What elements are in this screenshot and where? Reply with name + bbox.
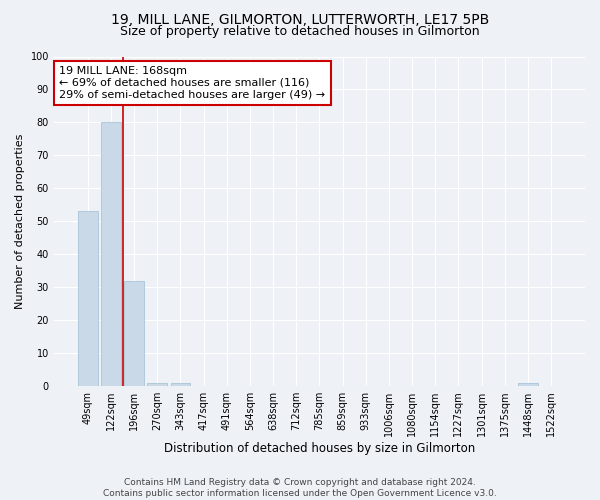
Bar (170, 382, 190, 386)
Bar (148, 382, 167, 386)
Text: Contains HM Land Registry data © Crown copyright and database right 2024.
Contai: Contains HM Land Registry data © Crown c… (103, 478, 497, 498)
Text: 19, MILL LANE, GILMORTON, LUTTERWORTH, LE17 5PB: 19, MILL LANE, GILMORTON, LUTTERWORTH, L… (111, 12, 489, 26)
Bar (101, 122, 121, 386)
Bar (124, 280, 144, 386)
Text: 19 MILL LANE: 168sqm
← 69% of detached houses are smaller (116)
29% of semi-deta: 19 MILL LANE: 168sqm ← 69% of detached h… (59, 66, 325, 100)
Y-axis label: Number of detached properties: Number of detached properties (15, 134, 25, 309)
Bar (518, 382, 538, 386)
X-axis label: Distribution of detached houses by size in Gilmorton: Distribution of detached houses by size … (164, 442, 475, 455)
Text: Size of property relative to detached houses in Gilmorton: Size of property relative to detached ho… (120, 25, 480, 38)
Bar (78, 212, 98, 386)
